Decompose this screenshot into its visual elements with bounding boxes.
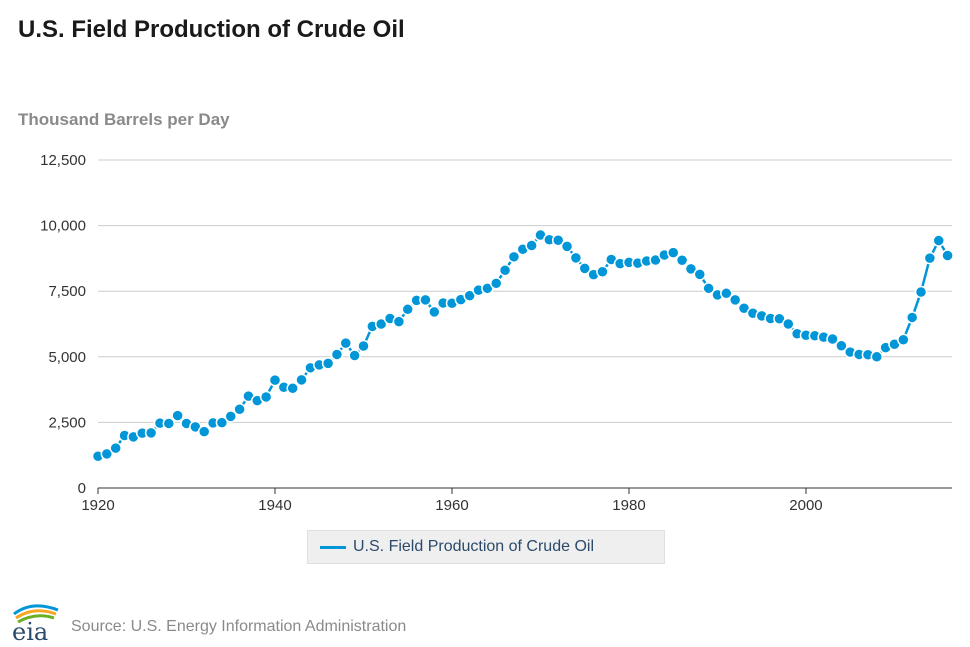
y-tick-label: 0 [78, 480, 86, 497]
data-point [835, 339, 848, 353]
y-tick-label: 5,000 [48, 349, 86, 366]
data-point [693, 268, 707, 281]
data-point [259, 390, 273, 404]
data-point [295, 373, 308, 387]
data-point [684, 262, 698, 276]
data-point [401, 303, 414, 316]
y-tick-label: 7,500 [48, 283, 86, 300]
legend-label: U.S. Field Production of Crude Oil [353, 538, 594, 555]
data-point [463, 289, 476, 302]
data-point [162, 417, 176, 430]
data-point [339, 336, 353, 350]
data-point [171, 409, 184, 422]
data-point [507, 250, 521, 264]
data-point [498, 263, 512, 277]
data-point [100, 447, 114, 461]
gridlines [98, 159, 952, 423]
data-point [666, 246, 680, 259]
data-point [569, 251, 583, 265]
data-point [728, 293, 742, 307]
data-point [233, 403, 246, 416]
y-tick-label: 10,000 [40, 218, 86, 235]
data-point [392, 315, 406, 328]
data-point [525, 239, 538, 252]
data-point [578, 262, 591, 275]
data-point [782, 317, 795, 331]
data-point [870, 350, 884, 364]
data-point [330, 348, 344, 361]
data-point [348, 349, 361, 362]
y-tick-label: 2,500 [48, 414, 86, 431]
data-point [596, 265, 609, 279]
data-series [91, 228, 954, 463]
data-point [905, 311, 919, 324]
data-point [560, 240, 574, 253]
data-point [941, 249, 954, 262]
legend[interactable]: U.S. Field Production of Crude Oil [307, 530, 665, 564]
data-point [144, 426, 158, 440]
data-point [702, 282, 715, 295]
eia-logo[interactable]: eia [6, 598, 68, 647]
data-point [914, 285, 928, 299]
x-axis: 1920 1940 1960 1980 2000 [81, 487, 952, 514]
data-point [224, 410, 237, 423]
data-point [675, 253, 689, 267]
data-point [720, 287, 733, 300]
data-point [923, 251, 937, 265]
data-point [268, 373, 282, 387]
y-axis-ticks: 0 2,500 5,000 7,500 10,000 12,500 [40, 152, 86, 497]
legend-swatch [320, 546, 346, 549]
data-point [374, 317, 388, 331]
data-point [109, 441, 122, 455]
data-point [428, 305, 441, 319]
x-tick-label: 1940 [258, 497, 291, 514]
data-point [357, 339, 370, 353]
data-point [932, 234, 945, 247]
data-point [551, 234, 565, 247]
chart-title: U.S. Field Production of Crude Oil [18, 16, 405, 43]
eia-logo-text: eia [12, 618, 48, 642]
data-point [489, 277, 503, 290]
data-point [197, 425, 211, 438]
x-tick-label: 1960 [435, 497, 468, 514]
x-tick-label: 2000 [789, 497, 822, 514]
y-tick-label: 12,500 [40, 152, 86, 169]
source-note: Source: U.S. Energy Information Administ… [71, 618, 407, 635]
data-point [897, 333, 910, 346]
data-point [215, 416, 229, 429]
data-point [321, 357, 335, 370]
y-axis-unit-label: Thousand Barrels per Day [18, 110, 230, 129]
x-tick-label: 1980 [612, 497, 645, 514]
data-point [419, 293, 432, 307]
data-point [286, 382, 299, 395]
data-point [826, 332, 839, 346]
x-tick-label: 1920 [81, 497, 114, 514]
